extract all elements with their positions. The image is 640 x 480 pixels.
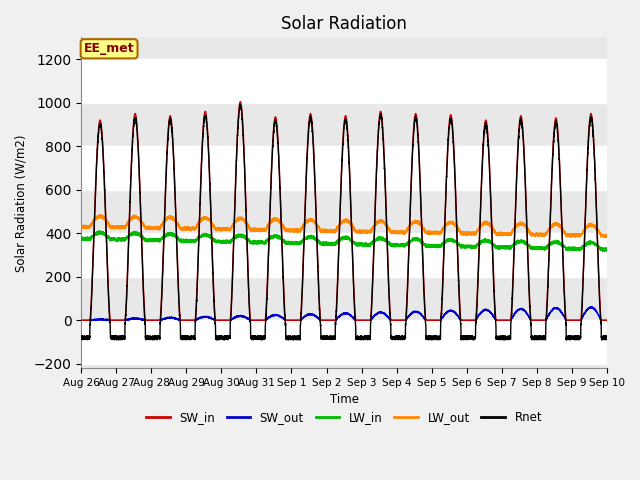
X-axis label: Time: Time [330,394,358,407]
Bar [81,146,607,190]
Bar [81,59,607,103]
Y-axis label: Solar Radiation (W/m2): Solar Radiation (W/m2) [15,134,28,272]
Bar [81,233,607,277]
Bar [81,320,607,364]
Title: Solar Radiation: Solar Radiation [281,15,407,33]
Text: EE_met: EE_met [84,42,134,55]
Legend: SW_in, SW_out, LW_in, LW_out, Rnet: SW_in, SW_out, LW_in, LW_out, Rnet [141,406,547,429]
